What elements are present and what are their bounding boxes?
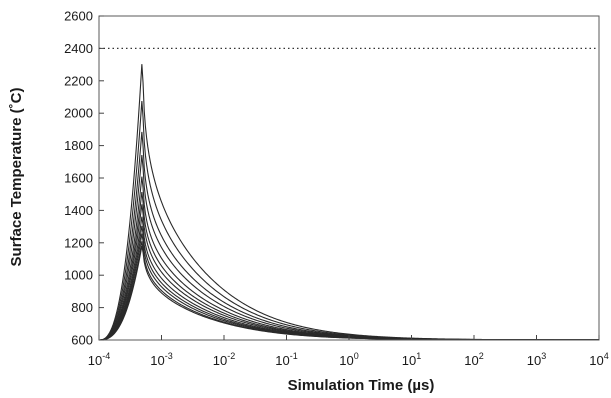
x-tick-label: 100 — [339, 351, 358, 368]
series-line-5 — [98, 176, 600, 341]
x-tick-label: 103 — [527, 351, 546, 368]
x-axis-title: Simulation Time (µs) — [288, 377, 435, 394]
series-line-8 — [98, 216, 599, 341]
y-tick-label: 2600 — [64, 9, 93, 24]
x-tick-label: 10-4 — [88, 351, 110, 368]
y-tick-label: 1000 — [64, 268, 93, 283]
y-tick-label: 800 — [71, 300, 93, 315]
series-line-12 — [98, 245, 599, 341]
plot-frame — [98, 15, 600, 341]
x-tick-label: 101 — [402, 351, 421, 368]
series-line-10 — [98, 233, 599, 341]
curves-layer — [98, 64, 600, 341]
y-tick-label: 1400 — [64, 203, 93, 218]
x-tick-label: 102 — [464, 351, 483, 368]
x-tick-label: 104 — [589, 351, 608, 368]
series-line-1 — [98, 64, 599, 341]
y-tick-label: 2000 — [64, 106, 93, 121]
y-tick-label: 2200 — [64, 73, 93, 88]
series-line-3 — [98, 131, 600, 341]
series-line-9 — [98, 225, 599, 341]
series-line-4 — [98, 154, 599, 341]
series-line-7 — [98, 204, 599, 341]
y-tick-label: 600 — [71, 333, 93, 348]
x-tick-label: 10-1 — [275, 351, 297, 368]
series-line-2 — [98, 101, 599, 341]
y-axis-title: Surface Temperature (˚C) — [8, 88, 25, 267]
y-tick-label: 2400 — [64, 41, 93, 56]
x-tick-label: 10-3 — [150, 351, 172, 368]
y-tick-label: 1600 — [64, 171, 93, 186]
x-tick-labels: 10-4 10-3 10-2 10-1 100 101 102 103 104 — [88, 351, 609, 368]
ticks-layer — [98, 15, 600, 341]
x-tick-label: 10-2 — [213, 351, 235, 368]
y-tick-labels: 600 800 1000 1200 1400 1600 1800 2000 2200 2400 26… — [64, 9, 93, 348]
y-tick-label: 1200 — [64, 235, 93, 250]
y-tick-label: 1800 — [64, 138, 93, 153]
